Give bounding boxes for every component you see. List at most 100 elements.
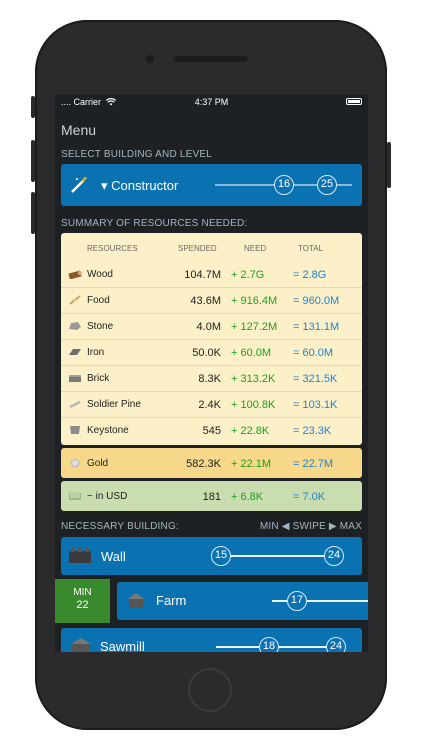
wall-icon <box>69 548 91 563</box>
resource-total: = 2.8G <box>293 269 327 281</box>
farm-min-knob[interactable]: 17 <box>287 591 307 611</box>
row-divider <box>61 313 362 314</box>
keystone-icon <box>70 426 80 434</box>
wall-max-knob[interactable]: 24 <box>324 546 344 566</box>
mute-switch <box>31 96 35 118</box>
header-total: TOTAL <box>298 244 324 253</box>
sawmill-icon <box>71 638 91 652</box>
brick-icon <box>69 375 81 382</box>
carrier-text: .... Carrier <box>61 97 102 107</box>
gold-coin-icon <box>70 458 80 468</box>
header-need: NEED <box>244 244 267 253</box>
resource-name: Food <box>87 295 110 306</box>
table-row: Wood 104.7M + 2.7G = 2.8G <box>61 262 362 287</box>
building-wall[interactable]: Wall 15 24 <box>61 537 362 575</box>
row-divider <box>61 365 362 366</box>
wifi-icon <box>105 98 116 106</box>
app-screen: .... Carrier 4:37 PM Menu SELECT BUILDIN… <box>55 94 368 652</box>
volume-up-button <box>31 140 35 182</box>
table-row: Stone 4.0M + 127.2M = 131.1M <box>61 314 362 339</box>
min-level-badge[interactable]: MIN 22 <box>55 579 110 623</box>
building-name: Sawmill <box>100 639 145 652</box>
wall-slider-track[interactable] <box>221 555 341 557</box>
gold-need: + 22.1M <box>231 458 272 470</box>
resource-spended: 50.0K <box>192 347 221 359</box>
constructor-label: ▾ Constructor <box>101 178 179 193</box>
resource-spended: 2.4K <box>198 399 221 411</box>
necessary-section-label: NECESSARY BUILDING: <box>61 521 179 532</box>
magic-wand-icon <box>71 176 88 193</box>
food-icon <box>69 295 81 305</box>
resource-need: + 313.2K <box>231 373 276 385</box>
resource-spended: 8.3K <box>198 373 221 385</box>
building-farm[interactable]: Farm 17 <box>117 582 368 620</box>
min-label: MIN <box>73 587 92 598</box>
resource-spended: 43.6M <box>190 295 221 307</box>
gold-row: Gold 582.3K + 22.1M = 22.7M <box>61 448 362 478</box>
building-sawmill[interactable]: Sawmill 18 24 <box>61 628 362 652</box>
constructor-max-knob[interactable]: 25 <box>317 175 337 195</box>
usd-row: ~ in USD 181 + 6.8K = 7.0K <box>61 481 362 511</box>
min-value: 22 <box>76 599 89 611</box>
row-divider <box>61 287 362 288</box>
usd-spended: 181 <box>202 491 221 503</box>
table-row: Gold 582.3K + 22.1M = 22.7M <box>61 451 362 476</box>
sawmill-min-knob[interactable]: 18 <box>259 637 279 652</box>
resource-total: = 60.0M <box>293 347 334 359</box>
resource-name: Soldier Pine <box>87 399 141 410</box>
earpiece-speaker <box>174 56 248 62</box>
usd-need: + 6.8K <box>231 491 264 503</box>
table-row: Soldier Pine 2.4K + 100.8K = 103.1K <box>61 392 362 417</box>
summary-section-label: SUMMARY OF RESOURCES NEEDED: <box>61 218 248 229</box>
resource-need: + 100.8K <box>231 399 276 411</box>
money-icon <box>69 492 81 500</box>
usd-name: ~ in USD <box>87 491 128 502</box>
resource-spended: 545 <box>202 425 221 437</box>
gold-total: = 22.7M <box>293 458 334 470</box>
row-divider <box>61 417 362 418</box>
power-button <box>387 142 391 188</box>
front-camera <box>146 55 154 63</box>
battery-icon <box>346 98 362 105</box>
resource-total: = 321.5K <box>293 373 338 385</box>
wood-icon <box>68 270 82 279</box>
constructor-min-knob[interactable]: 16 <box>274 175 294 195</box>
row-divider <box>61 339 362 340</box>
resources-table: RESOURCES SPENDED NEED TOTAL Wood 104.7M… <box>61 233 362 445</box>
swipe-hint: MIN ◀ SWIPE ▶ MAX <box>259 521 362 532</box>
resource-total: = 131.1M <box>293 321 340 333</box>
resource-need: + 60.0M <box>231 347 272 359</box>
resource-need: + 22.8K <box>231 425 270 437</box>
header-spended: SPENDED <box>178 244 217 253</box>
farm-slider-track[interactable] <box>272 600 368 602</box>
menu-button[interactable]: Menu <box>61 122 97 138</box>
header-resources: RESOURCES <box>87 244 138 253</box>
resource-name: Iron <box>87 347 105 358</box>
sawmill-max-knob[interactable]: 24 <box>326 637 346 652</box>
usd-total: = 7.0K <box>293 491 326 503</box>
wall-min-knob[interactable]: 15 <box>211 546 231 566</box>
resource-spended: 104.7M <box>184 269 221 281</box>
volume-down-button <box>31 192 35 234</box>
table-row: Keystone 545 + 22.8K = 23.3K <box>61 418 362 443</box>
constructor-selector[interactable]: ▾ Constructor 16 25 <box>61 164 362 206</box>
resource-name: Keystone <box>87 425 129 436</box>
resource-spended: 4.0M <box>196 321 221 333</box>
table-row: Food 43.6M + 916.4M = 960.0M <box>61 288 362 313</box>
building-name: Wall <box>101 549 126 564</box>
iron-icon <box>69 349 81 355</box>
home-button[interactable] <box>188 668 232 712</box>
building-name: Farm <box>156 593 187 608</box>
row-divider <box>61 391 362 392</box>
resource-need: + 127.2M <box>231 321 278 333</box>
resource-total: = 960.0M <box>293 295 340 307</box>
resource-total: = 23.3K <box>293 425 332 437</box>
resource-need: + 916.4M <box>231 295 278 307</box>
farm-icon <box>128 593 144 608</box>
resource-name: Stone <box>87 321 114 332</box>
resource-total: = 103.1K <box>293 399 338 411</box>
table-row: ~ in USD 181 + 6.8K = 7.0K <box>61 484 362 509</box>
status-time: 4:37 PM <box>194 97 229 107</box>
resource-name: Brick <box>87 373 110 384</box>
table-row: Iron 50.0K + 60.0M = 60.0M <box>61 340 362 365</box>
